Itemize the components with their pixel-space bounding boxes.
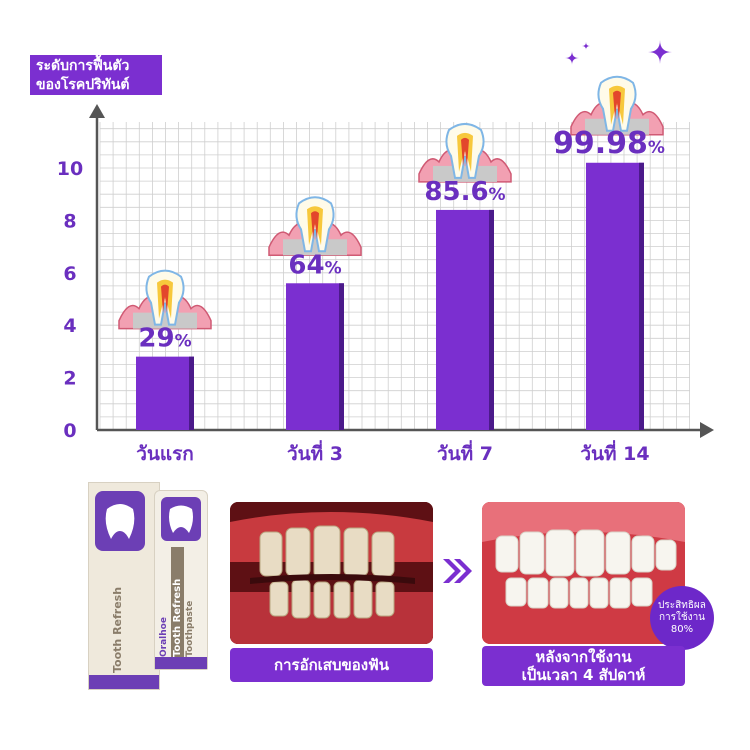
x-category-label: วันที่ 14 [580, 440, 649, 465]
bar-value-percent: % [325, 258, 342, 278]
before-label: การอักเสบของฟัน [230, 648, 433, 682]
tooth-logo-icon [105, 504, 135, 539]
bar-shadow [489, 209, 494, 430]
y-tick-label: 8 [63, 210, 76, 232]
x-category-labels: วันแรก วันที่ 3 วันที่ 7 วันที่ 14 [136, 440, 649, 465]
toothpaste-product: Tooth Refresh Oralhoe Tooth Refresh Toot… [88, 482, 218, 690]
tooth-gum-icon [118, 269, 212, 330]
bar [436, 209, 494, 430]
tooth-gum-icon [268, 196, 362, 257]
bar-shadow [639, 162, 644, 430]
bar-value-percent: % [489, 185, 506, 205]
after-label-line2: เป็นเวลา 4 สัปดาห์ [521, 666, 646, 684]
toothpaste-tube: Oralhoe Tooth Refresh Toothpaste [154, 490, 208, 670]
tooth-illustrations [118, 75, 664, 330]
bar-shadow [339, 283, 344, 430]
y-tick-label: 6 [63, 263, 76, 285]
tooth-gum-icon [570, 75, 664, 136]
bar-shadow [189, 356, 194, 430]
y-tick-labels: 0 2 4 6 8 10 [57, 158, 83, 442]
badge-line2: การใช้งาน [658, 612, 706, 623]
sparkle-icon [582, 42, 590, 50]
bar-value-percent: % [648, 138, 665, 158]
sparkle-icon [565, 51, 579, 65]
sparkle-icons [565, 40, 672, 65]
chart-bars [136, 162, 644, 430]
bar-value-label: 64% [288, 250, 341, 280]
bar-value-number: 85.6 [424, 177, 488, 207]
efficacy-badge: ประสิทธิผล การใช้งาน 80% [650, 586, 714, 650]
x-axis-arrow-icon [700, 422, 714, 438]
x-category-label: วันที่ 7 [437, 440, 493, 465]
y-tick-label: 0 [63, 420, 76, 442]
bar-value-number: 29 [138, 324, 174, 354]
bar-value-number: 99.98 [553, 126, 648, 161]
tube-crimp [155, 657, 207, 669]
before-photo [230, 502, 433, 644]
bar [286, 283, 344, 430]
tube-tooth-logo [161, 497, 201, 541]
x-category-label: วันแรก [136, 443, 194, 465]
box-base-stripe [89, 675, 159, 689]
bone-shape [585, 118, 649, 135]
tooth-nerve [311, 211, 319, 240]
sparkle-icon [648, 40, 672, 64]
y-axis-label: ระดับการฟื้นตัว ของโรคปริทันต์ [30, 55, 162, 95]
tooth-pulp [457, 132, 473, 172]
bone-shape [283, 239, 347, 256]
box-tooth-logo [95, 491, 145, 551]
y-axis-arrow-icon [89, 104, 105, 118]
badge-line3: 80% [670, 624, 694, 635]
bar-value-label: 85.6% [424, 177, 505, 207]
tube-name-line1: Tooth Refresh [171, 547, 184, 657]
y-tick-label: 2 [63, 368, 76, 390]
bone-shape [433, 165, 497, 182]
tooth-pulp [609, 85, 625, 125]
bar-value-label: 99.98% [553, 126, 665, 161]
double-chevron-right-icon [440, 556, 474, 586]
after-label: หลังจากใช้งาน เป็นเวลา 4 สัปดาห์ [482, 646, 685, 686]
tooth-nerve [613, 90, 621, 119]
tooth-gum-icon [418, 122, 512, 183]
toothpaste-box: Tooth Refresh [88, 482, 160, 690]
bar-value-label: 29% [138, 324, 191, 354]
tooth-pulp [157, 279, 173, 319]
box-product-name: Tooth Refresh [111, 586, 124, 673]
bar-value-percent: % [175, 332, 192, 352]
y-axis-label-text: ระดับการฟื้นตัว ของโรคปริทันต์ [36, 58, 130, 93]
x-category-label: วันที่ 3 [287, 440, 343, 465]
after-label-line1: หลังจากใช้งาน [535, 648, 632, 666]
tooth-logo-icon [169, 505, 193, 533]
bar-value-number: 64 [288, 250, 324, 280]
tooth-nerve [461, 137, 469, 166]
tooth-pulp [307, 206, 323, 246]
y-tick-label: 10 [57, 158, 83, 180]
inflamed-teeth-image [230, 502, 433, 644]
badge-line1: ประสิทธิผล [658, 600, 706, 611]
bar-value-labels: 29%64%85.6%99.98% [138, 126, 665, 354]
y-tick-label: 4 [63, 315, 76, 337]
before-label-text: การอักเสบของฟัน [274, 656, 389, 674]
tube-brand: Oralhoe [159, 617, 169, 657]
tube-name-line2: Toothpaste [185, 600, 195, 657]
tooth-nerve [161, 284, 169, 313]
bone-shape [133, 312, 197, 329]
bar [136, 356, 194, 430]
bar [586, 162, 644, 430]
